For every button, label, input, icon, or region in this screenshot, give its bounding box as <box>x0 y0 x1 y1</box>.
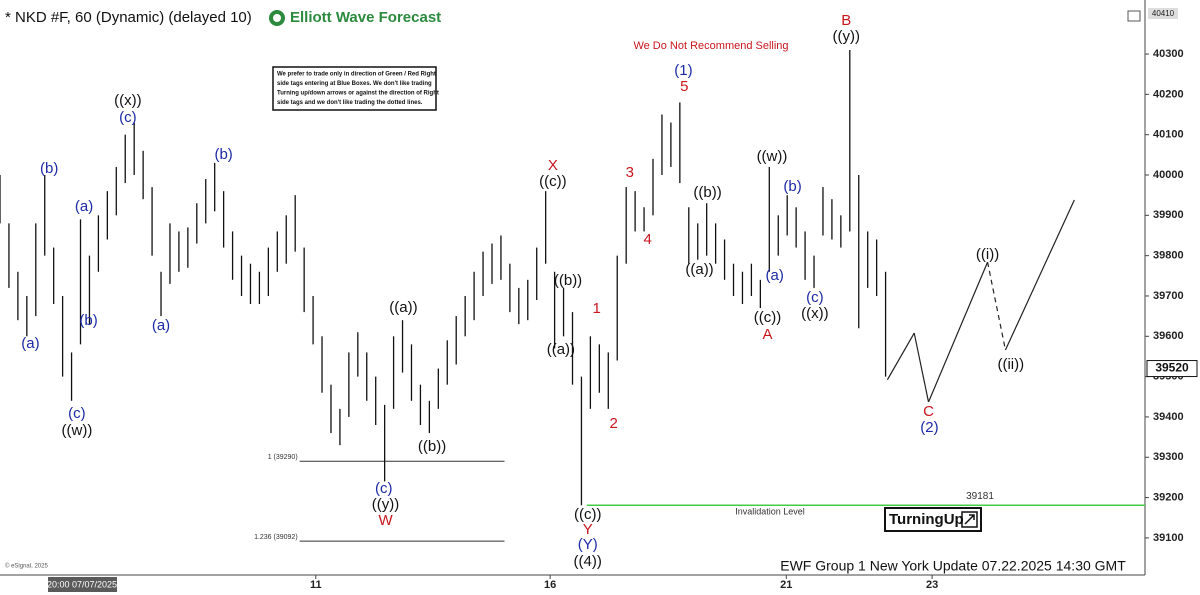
wave-label: ((b)) <box>418 438 446 455</box>
y-tick-label: 39100 <box>1153 532 1184 544</box>
wave-label: ((ii)) <box>997 356 1024 373</box>
cursor-date: 20:00 07/07/2025 <box>47 579 117 589</box>
wave-label: ((y)) <box>832 28 859 45</box>
wave-label: ((4)) <box>574 553 602 570</box>
logo-arrow-box <box>961 511 978 528</box>
logo-arrow <box>964 514 975 525</box>
wave-label: (1) <box>674 62 692 79</box>
wave-label: (b) <box>79 312 97 329</box>
footer: EWF Group 1 New York Update 07.22.2025 1… <box>780 558 1126 574</box>
projection-segment <box>1004 199 1075 351</box>
y-tick-label: 39600 <box>1153 330 1184 342</box>
wave-label: (b) <box>40 160 58 177</box>
notice-line: We prefer to trade only in direction of … <box>277 72 436 78</box>
invalidation-value: 39181 <box>966 491 994 502</box>
wave-label: (2) <box>920 419 938 436</box>
wave-label: 4 <box>643 231 651 248</box>
wave-label: ((b)) <box>693 184 721 201</box>
y-tick-label: 40100 <box>1153 129 1184 141</box>
wave-label: (b) <box>214 146 232 163</box>
y-tick-label: 40000 <box>1153 169 1184 181</box>
wave-label: (c) <box>68 405 86 422</box>
wave-label: 3 <box>626 164 634 181</box>
wave-label: (c) <box>119 109 137 126</box>
projection-segment <box>886 332 915 381</box>
logo-box <box>884 507 982 532</box>
y-tick-label: 39300 <box>1153 451 1184 463</box>
notice-line: Turning up/down arrows or against the di… <box>277 91 439 97</box>
last-price: 39520 <box>1155 361 1189 375</box>
top-price: 40410 <box>1152 9 1175 18</box>
wave-label: C <box>923 403 934 420</box>
notice: We prefer to trade only in direction of … <box>277 72 439 107</box>
wave-label: (b) <box>783 178 801 195</box>
brand-icon-inner <box>273 14 281 22</box>
wave-label: ((x)) <box>801 305 828 322</box>
wave-label: ((c)) <box>539 173 566 190</box>
wave-label: 1 <box>592 300 600 317</box>
wave-label: ((i)) <box>976 246 999 263</box>
brand: Elliott Wave Forecast <box>290 9 441 26</box>
copyright: © eSignal, 2025 <box>5 563 48 570</box>
y-tick-label: 39400 <box>1153 411 1184 423</box>
wave-label: X <box>548 157 558 174</box>
top-price-box <box>1148 8 1178 19</box>
window-icon[interactable] <box>1127 10 1141 22</box>
logo-text: TurningUp <box>889 511 964 528</box>
headline: We Do Not Recommend Selling <box>633 40 788 52</box>
x-tick-label: 11 <box>310 579 322 591</box>
wave-label: (c) <box>375 480 393 497</box>
fib-level-label: 1.236 (39092) <box>254 534 298 541</box>
wave-label: B <box>841 12 851 29</box>
y-tick-label: 40300 <box>1153 48 1184 60</box>
notice-line: side tags entering at Blue Boxes. We don… <box>277 81 432 87</box>
wave-label: ((c)) <box>574 506 601 523</box>
invalidation-label: Invalidation Level <box>735 507 805 517</box>
cursor-box <box>48 577 117 592</box>
last-price-box <box>1146 360 1198 378</box>
wave-label: ((x)) <box>114 92 141 109</box>
wave-label: ((w)) <box>757 148 788 165</box>
fib-level-label: 1 (39290) <box>268 454 298 461</box>
wave-label: ((a)) <box>685 261 713 278</box>
projection-segment <box>913 332 930 403</box>
wave-label: ((a)) <box>389 299 417 316</box>
notice-line: side tags and we don't like trading the … <box>277 100 423 106</box>
projection-segment <box>927 261 989 403</box>
chart-title: * NKD #F, 60 (Dynamic) (delayed 10) <box>5 9 252 26</box>
wave-label: W <box>378 512 393 529</box>
wave-label: (a) <box>21 335 39 352</box>
wave-label: (a) <box>152 317 170 334</box>
y-tick-label: 39900 <box>1153 209 1184 221</box>
wave-label: ((c)) <box>754 309 781 326</box>
wave-label: ((y)) <box>372 496 399 513</box>
wave-label: (a) <box>765 267 783 284</box>
wave-label: (c) <box>806 289 824 306</box>
wave-label: (a) <box>75 198 93 215</box>
y-tick-label: 39700 <box>1153 290 1184 302</box>
y-tick-label: 39800 <box>1153 250 1184 262</box>
notice-box <box>272 66 437 111</box>
wave-label: ((b)) <box>554 272 582 289</box>
x-tick-label: 21 <box>780 579 792 591</box>
wave-label: ((a)) <box>547 341 575 358</box>
wave-label: Y <box>583 521 593 538</box>
wave-label: 2 <box>609 415 617 432</box>
projection-segment <box>986 261 1007 351</box>
wave-label: ((w)) <box>62 422 93 439</box>
x-tick-label: 16 <box>544 579 556 591</box>
y-tick-label: 39200 <box>1153 491 1184 503</box>
wave-label: 5 <box>680 78 688 95</box>
wave-label: A <box>763 326 773 343</box>
wave-label: (Y) <box>578 536 598 553</box>
x-tick-label: 23 <box>926 579 938 591</box>
y-tick-label: 40200 <box>1153 88 1184 100</box>
